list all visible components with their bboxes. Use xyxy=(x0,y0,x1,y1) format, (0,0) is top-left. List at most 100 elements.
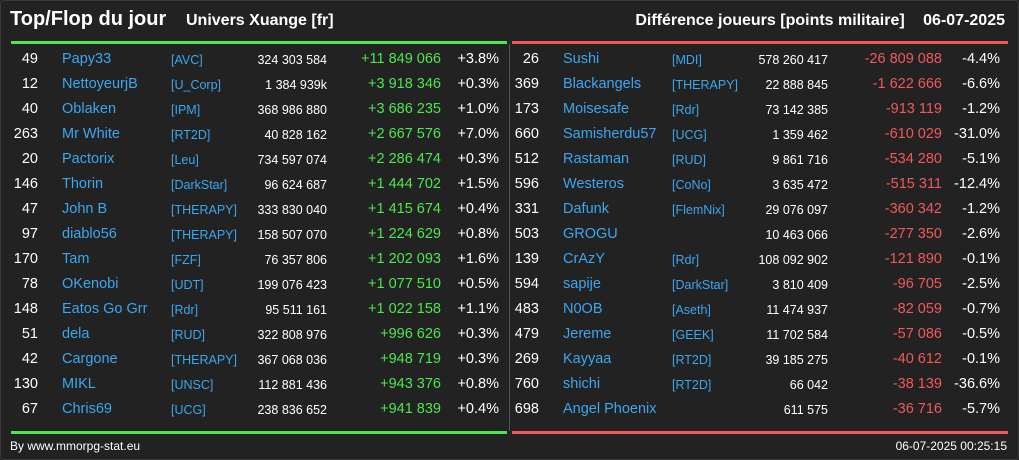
table-row: 660 Samisherdu57 [UCG] 1 359 462 -610 029 -31… xyxy=(512,122,1008,147)
clan-link[interactable]: [AVC] xyxy=(171,53,203,67)
clan-link[interactable]: [UCG] xyxy=(672,128,707,142)
clan-link[interactable]: [THERAPY] xyxy=(171,228,237,242)
points-cell: 22 888 845 xyxy=(765,78,828,92)
top-bottom-separator xyxy=(11,431,507,434)
clan-link[interactable]: [RT2D] xyxy=(672,353,712,367)
table-row: 173 Moisesafe [Rdr] 73 142 385 -913 119 -1.2% xyxy=(512,97,1008,122)
player-name-link[interactable]: Oblaken xyxy=(62,101,117,117)
table-row: 698 Angel Phoenix 611 575 -36 716 -5.7% xyxy=(512,397,1008,422)
player-name-link[interactable]: Papy33 xyxy=(62,51,112,67)
rank-cell: 660 xyxy=(514,126,539,142)
player-name-link[interactable]: Mr White xyxy=(62,126,120,142)
player-name-link[interactable]: Eatos Go Grr xyxy=(62,301,148,317)
clan-link[interactable]: [UDT] xyxy=(171,278,204,292)
table-row: 47 John B [THERAPY] 333 830 040 +1 415 674 +0… xyxy=(11,197,507,222)
points-cell: 9 861 716 xyxy=(772,153,828,167)
player-name-link[interactable]: MIKL xyxy=(62,376,96,392)
player-name-link[interactable]: OKenobi xyxy=(62,276,119,292)
header-right: Différence joueurs [points militaire] 06… xyxy=(635,12,1005,30)
player-name-link[interactable]: GROGU xyxy=(563,226,618,242)
percent-cell: -31.0% xyxy=(954,126,1000,142)
rank-cell: 47 xyxy=(21,201,38,217)
player-name-link[interactable]: Sushi xyxy=(563,51,600,67)
player-name-link[interactable]: dela xyxy=(62,326,90,342)
player-name-link[interactable]: Pactorix xyxy=(62,151,115,167)
points-cell: 112 881 436 xyxy=(258,378,327,392)
player-name-link[interactable]: Kayyaa xyxy=(563,351,612,367)
points-cell: 238 836 652 xyxy=(257,403,327,417)
flop-table: 26 Sushi [MDI] 578 260 417 -26 809 088 -4.4% 3… xyxy=(512,47,1008,422)
player-name-link[interactable]: Moisesafe xyxy=(563,101,630,117)
player-name-link[interactable]: Blackangels xyxy=(563,76,642,92)
clan-link[interactable]: [THERAPY] xyxy=(171,353,237,367)
table-row: 760 shichi [RT2D] 66 042 -38 139 -36.6% xyxy=(512,372,1008,397)
player-name-link[interactable]: NettoyeurjB xyxy=(62,76,138,92)
clan-link[interactable]: [DarkStar] xyxy=(171,178,228,192)
clan-link[interactable]: [FlemNix] xyxy=(672,203,725,217)
diff-cell: -1 622 666 xyxy=(872,76,942,92)
percent-cell: -6.6% xyxy=(962,76,1000,92)
player-name-link[interactable]: Rastaman xyxy=(563,151,630,167)
top-separator xyxy=(11,41,507,44)
rank-cell: 698 xyxy=(514,401,539,417)
player-name-link[interactable]: Angel Phoenix xyxy=(563,401,657,417)
table-row: 40 Oblaken [IPM] 368 986 880 +3 686 235 +1.0% xyxy=(11,97,507,122)
player-name-link[interactable]: CrAzY xyxy=(563,251,605,267)
table-row: 49 Papy33 [AVC] 324 303 584 +11 849 066 +3.8% xyxy=(11,47,507,72)
player-name-link[interactable]: shichi xyxy=(563,376,601,392)
percent-cell: -2.6% xyxy=(962,226,1000,242)
player-name-link[interactable]: Jereme xyxy=(563,326,612,342)
player-name-link[interactable]: Dafunk xyxy=(563,201,609,217)
flop-bottom-separator xyxy=(512,431,1008,434)
percent-cell: -1.2% xyxy=(962,101,1000,117)
rank-cell: 503 xyxy=(514,226,539,242)
player-name-link[interactable]: Cargone xyxy=(62,351,118,367)
player-name-link[interactable]: diablo56 xyxy=(62,226,117,242)
player-name-link[interactable]: Samisherdu57 xyxy=(563,126,657,142)
clan-link[interactable]: [Aseth] xyxy=(672,303,711,317)
rank-cell: 67 xyxy=(21,401,38,417)
clan-link[interactable]: [U_Corp] xyxy=(171,78,222,92)
clan-link[interactable]: [Rdr] xyxy=(672,253,700,267)
clan-link[interactable]: [Rdr] xyxy=(171,303,199,317)
rank-cell: 760 xyxy=(514,376,539,392)
rank-cell: 20 xyxy=(21,151,38,167)
clan-link[interactable]: [CoNo] xyxy=(672,178,711,192)
diff-cell: -26 809 088 xyxy=(864,51,942,67)
table-row: 331 Dafunk [FlemNix] 29 076 097 -360 342 -1.2… xyxy=(512,197,1008,222)
clan-link[interactable]: [MDI] xyxy=(672,53,702,67)
clan-link[interactable]: [FZF] xyxy=(171,253,201,267)
player-name-link[interactable]: John B xyxy=(62,201,108,217)
diff-cell: -96 705 xyxy=(892,276,942,292)
percent-cell: -0.7% xyxy=(962,301,1000,317)
diff-cell: +948 719 xyxy=(380,351,441,367)
clan-link[interactable]: [IPM] xyxy=(171,103,201,117)
clan-link[interactable]: [THERAPY] xyxy=(672,78,738,92)
clan-link[interactable]: [DarkStar] xyxy=(672,278,729,292)
player-name-link[interactable]: N0OB xyxy=(563,301,603,317)
diff-cell: -360 342 xyxy=(884,201,942,217)
player-name-link[interactable]: Westeros xyxy=(563,176,624,192)
diff-cell: -36 716 xyxy=(892,401,942,417)
rank-cell: 479 xyxy=(514,326,539,342)
player-name-link[interactable]: sapije xyxy=(563,276,601,292)
clan-link[interactable]: [Leu] xyxy=(171,153,199,167)
player-name-link[interactable]: Tam xyxy=(62,251,90,267)
percent-cell: +0.8% xyxy=(457,376,499,392)
clan-link[interactable]: [RT2D] xyxy=(672,378,712,392)
clan-link[interactable]: [GEEK] xyxy=(672,328,714,342)
clan-link[interactable]: [Rdr] xyxy=(672,103,700,117)
points-cell: 3 635 472 xyxy=(772,178,828,192)
player-name-link[interactable]: Chris69 xyxy=(62,401,112,417)
points-cell: 96 624 687 xyxy=(264,178,327,192)
points-cell: 73 142 385 xyxy=(765,103,828,117)
clan-link[interactable]: [UNSC] xyxy=(171,378,214,392)
clan-link[interactable]: [RT2D] xyxy=(171,128,211,142)
player-name-link[interactable]: Thorin xyxy=(62,176,104,192)
clan-link[interactable]: [UCG] xyxy=(171,403,206,417)
table-row: 78 OKenobi [UDT] 199 076 423 +1 077 510 +0.5% xyxy=(11,272,507,297)
table-row: 596 Westeros [CoNo] 3 635 472 -515 311 -12.4% xyxy=(512,172,1008,197)
clan-link[interactable]: [RUD] xyxy=(672,153,707,167)
clan-link[interactable]: [RUD] xyxy=(171,328,206,342)
clan-link[interactable]: [THERAPY] xyxy=(171,203,237,217)
